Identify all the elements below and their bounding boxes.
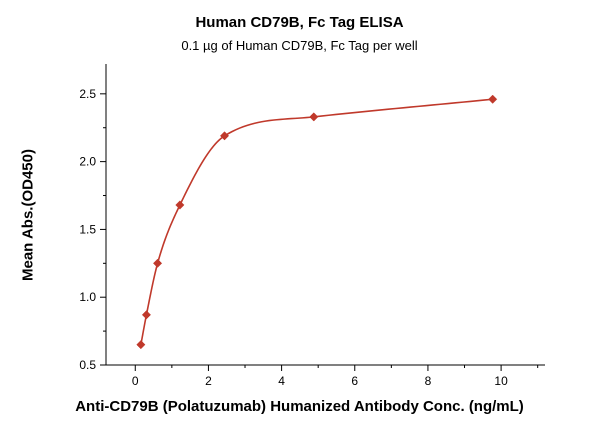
y-tick-label: 1.0 bbox=[79, 290, 96, 304]
data-point bbox=[175, 200, 185, 210]
chart-subtitle: 0.1 µg of Human CD79B, Fc Tag per well bbox=[181, 38, 418, 53]
axis-ticks: 0 2 4 6 8 10 0.5 1.0 1.5 2.0 2.5 bbox=[79, 87, 539, 388]
x-tick-label: 4 bbox=[278, 374, 285, 388]
x-tick-label: 2 bbox=[205, 374, 212, 388]
x-tick-label: 6 bbox=[351, 374, 358, 388]
chart-title: Human CD79B, Fc Tag ELISA bbox=[195, 14, 404, 31]
data-point bbox=[136, 340, 146, 350]
data-point bbox=[309, 112, 319, 122]
data-point bbox=[153, 258, 163, 268]
fit-curve bbox=[140, 98, 493, 345]
data-points bbox=[136, 94, 498, 350]
y-tick-label: 0.5 bbox=[79, 358, 96, 372]
data-point bbox=[488, 94, 498, 104]
x-tick-label: 8 bbox=[425, 374, 432, 388]
data-point bbox=[141, 310, 151, 320]
y-tick-label: 2.5 bbox=[79, 87, 96, 101]
y-tick-label: 1.5 bbox=[79, 222, 96, 236]
y-tick-label: 2.0 bbox=[79, 155, 96, 169]
x-axis-label: Anti-CD79B (Polatuzumab) Humanized Antib… bbox=[75, 398, 524, 415]
x-tick-label: 10 bbox=[494, 374, 508, 388]
x-tick-label: 0 bbox=[132, 374, 139, 388]
data-point bbox=[219, 131, 230, 141]
